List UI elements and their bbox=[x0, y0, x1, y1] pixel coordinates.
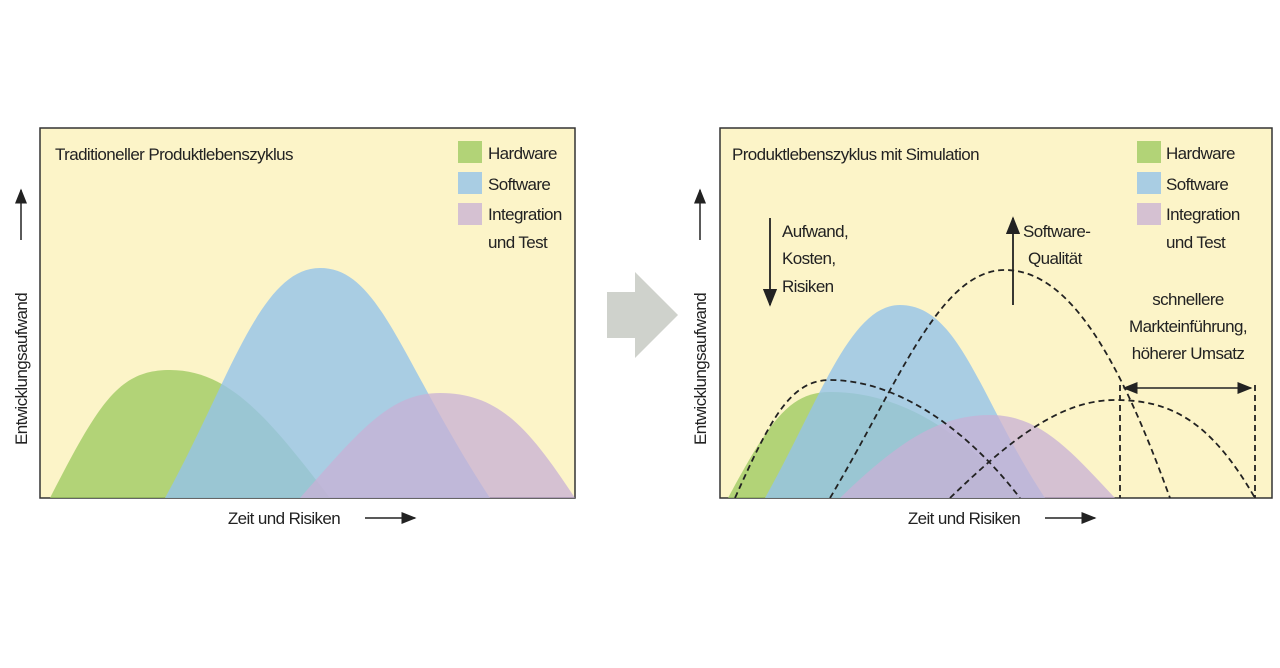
annotation: Markteinführung, bbox=[1129, 317, 1247, 336]
left-panel: Traditioneller Produktlebenszyklus Hardw… bbox=[12, 127, 576, 528]
legend-label: und Test bbox=[1166, 233, 1226, 252]
y-axis-label: Entwicklungsaufwand bbox=[691, 293, 710, 445]
legend-label: Integration bbox=[1166, 205, 1240, 224]
legend-swatch bbox=[1137, 203, 1161, 225]
title: Produktlebenszyklus mit Simulation bbox=[732, 145, 979, 164]
integration-area bbox=[300, 393, 575, 498]
dashed-curve bbox=[734, 379, 1021, 499]
legend-swatch bbox=[458, 141, 482, 163]
annotation: höherer Umsatz bbox=[1132, 344, 1245, 363]
annotation: Kosten, bbox=[782, 249, 835, 268]
legend-swatch bbox=[1137, 172, 1161, 194]
dashed-curve bbox=[829, 269, 1171, 499]
annotation: Risiken bbox=[782, 277, 834, 296]
integration-area bbox=[840, 415, 1115, 498]
right-panel: Produktlebenszyklus mit Simulation Hardw… bbox=[691, 127, 1273, 528]
annotation: Qualität bbox=[1028, 249, 1083, 268]
legend-label: Integration bbox=[488, 205, 562, 224]
legend-label: und Test bbox=[488, 233, 548, 252]
annotation: schnellere bbox=[1152, 290, 1224, 309]
title: Traditioneller Produktlebenszyklus bbox=[55, 145, 293, 164]
legend-label: Hardware bbox=[1166, 144, 1235, 163]
legend-label: Hardware bbox=[488, 144, 557, 163]
dashed-curve bbox=[949, 399, 1256, 499]
transition-arrow bbox=[607, 272, 678, 358]
annotation: Aufwand, bbox=[782, 222, 848, 241]
annotation: Software- bbox=[1023, 222, 1090, 241]
legend-label: Software bbox=[1166, 175, 1228, 194]
legend-swatch bbox=[458, 172, 482, 194]
y-axis-label: Entwicklungsaufwand bbox=[12, 293, 31, 445]
x-axis-label: Zeit und Risiken bbox=[228, 509, 340, 528]
legend-label: Software bbox=[488, 175, 550, 194]
legend-swatch bbox=[458, 203, 482, 225]
x-axis-label: Zeit und Risiken bbox=[908, 509, 1020, 528]
legend-swatch bbox=[1137, 141, 1161, 163]
